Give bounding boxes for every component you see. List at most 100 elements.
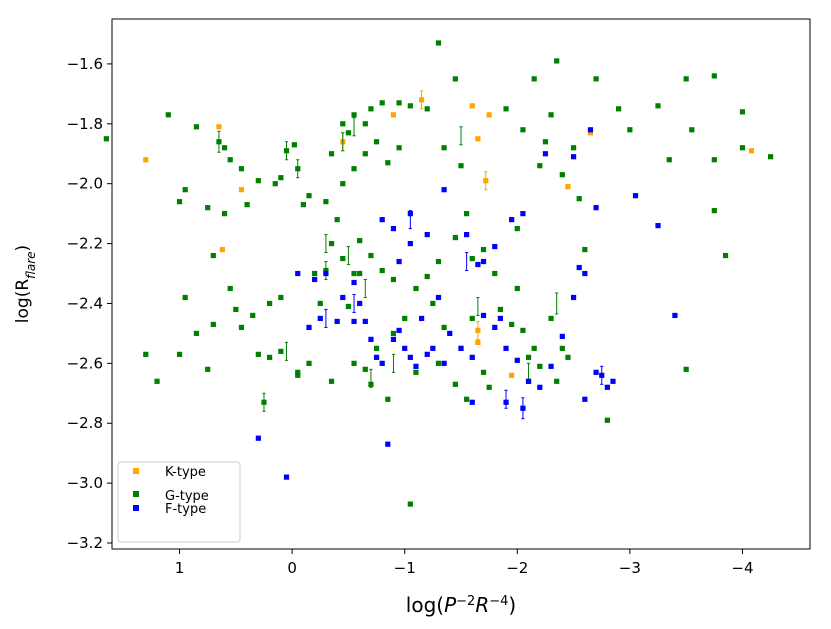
- data-point-g-type: [711, 157, 717, 163]
- data-point-g-type: [368, 381, 374, 387]
- data-point-f-type: [492, 324, 498, 331]
- data-point-f-type: [509, 217, 515, 223]
- data-point-f-type: [340, 294, 346, 301]
- legend: K-type G-type F-type: [117, 461, 241, 543]
- data-point-g-type: [182, 187, 188, 193]
- data-point-g-type: [464, 211, 470, 217]
- data-point-g-type: [559, 172, 565, 178]
- data-point-g-type: [509, 321, 515, 328]
- x-tick-label: −2: [506, 559, 528, 577]
- data-point-g-type: [503, 106, 509, 112]
- data-point-g-type: [362, 366, 368, 372]
- data-point-g-type: [334, 217, 340, 223]
- data-point-g-type: [497, 306, 504, 313]
- data-point-g-type: [351, 360, 357, 366]
- data-point-f-type: [402, 345, 408, 351]
- data-point-k-type: [748, 148, 755, 154]
- data-point-g-type: [390, 330, 397, 337]
- data-point-g-type: [711, 73, 717, 79]
- data-point-g-type: [238, 324, 245, 331]
- data-point-f-type: [424, 351, 430, 357]
- data-point-g-type: [537, 163, 543, 169]
- data-point-f-type: [407, 211, 413, 217]
- data-point-g-type: [531, 345, 537, 351]
- data-point-g-type: [683, 76, 689, 82]
- legend-box: [117, 461, 241, 543]
- data-point-f-type: [537, 384, 543, 390]
- y-tick-label: −3.0: [67, 474, 103, 492]
- data-point-g-type: [402, 315, 408, 322]
- data-point-g-type: [312, 270, 318, 277]
- legend-label-k-type: K-type: [165, 465, 206, 480]
- data-point-k-type: [390, 112, 397, 118]
- data-point-g-type: [176, 351, 183, 357]
- data-point-f-type: [424, 231, 430, 238]
- y-tick-label: −1.6: [67, 55, 103, 73]
- data-point-k-type: [486, 112, 492, 118]
- data-point-g-type: [340, 181, 346, 187]
- data-point-f-type: [413, 363, 419, 369]
- data-point-g-type: [492, 270, 498, 277]
- data-point-f-type: [576, 264, 582, 271]
- data-point-f-type: [497, 315, 504, 322]
- data-point-g-type: [255, 351, 261, 357]
- data-point-f-type: [464, 231, 470, 238]
- data-point-f-type: [323, 270, 329, 277]
- x-tick-label: 0: [287, 559, 297, 577]
- data-point-g-type: [666, 157, 672, 163]
- data-point-g-type: [655, 103, 661, 109]
- data-point-f-type: [520, 405, 526, 411]
- data-point-k-type: [483, 178, 489, 184]
- data-point-g-type: [340, 255, 346, 262]
- data-point-g-type: [351, 270, 357, 277]
- data-point-g-type: [261, 399, 267, 405]
- data-point-g-type: [176, 199, 183, 205]
- data-point-g-type: [480, 369, 487, 375]
- data-point-g-type: [103, 136, 109, 142]
- data-point-f-type: [368, 336, 374, 342]
- data-point-f-type: [312, 276, 318, 283]
- legend-item-k-type: K-type: [133, 465, 206, 480]
- data-point-f-type: [469, 399, 475, 405]
- data-point-g-type: [407, 103, 413, 109]
- data-point-f-type: [610, 378, 616, 384]
- data-point-g-type: [711, 208, 717, 214]
- data-point-g-type: [441, 145, 447, 151]
- data-point-f-type: [548, 363, 554, 369]
- data-point-g-type: [514, 285, 520, 292]
- data-point-g-type: [267, 300, 273, 307]
- series-g-type: [103, 40, 774, 507]
- data-point-f-type: [672, 312, 678, 319]
- data-point-g-type: [441, 324, 447, 331]
- data-point-g-type: [525, 354, 532, 360]
- data-point-g-type: [291, 142, 297, 148]
- data-point-k-type: [216, 124, 222, 130]
- data-point-k-type: [587, 130, 594, 136]
- data-point-g-type: [548, 315, 554, 322]
- plot-frame: [111, 18, 811, 550]
- data-point-f-type: [334, 318, 340, 325]
- data-point-f-type: [390, 226, 397, 232]
- data-point-g-type: [604, 417, 610, 423]
- data-point-g-type: [480, 246, 487, 253]
- data-point-g-type: [413, 285, 419, 292]
- data-point-g-type: [576, 196, 582, 202]
- data-point-g-type: [396, 145, 402, 151]
- data-point-g-type: [295, 372, 301, 378]
- data-point-g-type: [340, 121, 346, 127]
- data-point-f-type: [351, 279, 357, 286]
- data-point-f-type: [441, 187, 447, 193]
- data-point-g-type: [193, 124, 200, 130]
- data-point-g-type: [464, 396, 470, 402]
- data-point-g-type: [210, 321, 216, 328]
- data-point-f-type: [379, 217, 385, 223]
- data-point-f-type: [593, 205, 599, 211]
- data-point-g-type: [295, 166, 301, 172]
- data-point-g-type: [182, 294, 188, 301]
- data-point-g-type: [278, 294, 284, 301]
- x-tick-label: −1: [394, 559, 416, 577]
- data-point-k-type: [475, 136, 481, 142]
- data-point-g-type: [486, 384, 492, 390]
- data-point-g-type: [368, 252, 374, 259]
